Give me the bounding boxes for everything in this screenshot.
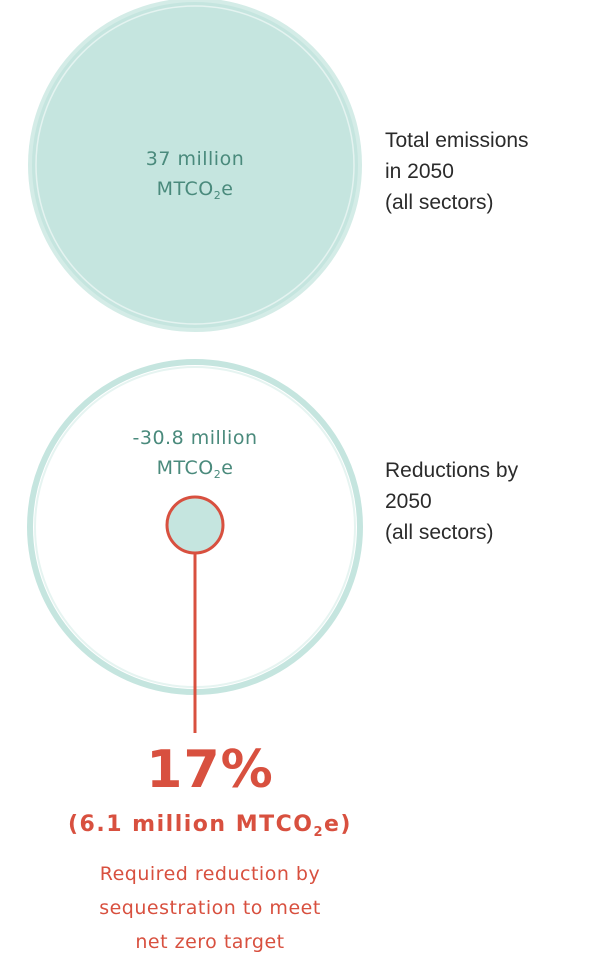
total-emissions-label-line: in 2050 bbox=[385, 160, 454, 183]
sequestration-circle bbox=[165, 495, 225, 555]
total-emissions-circle-inner-ring bbox=[35, 5, 355, 325]
sequestration-caption-line: Required reduction by bbox=[99, 863, 321, 885]
reductions-label-line: (all sectors) bbox=[385, 521, 494, 544]
reductions-label-line: Reductions by bbox=[385, 459, 519, 482]
sequestration-caption: Required reduction by sequestration to m… bbox=[0, 857, 420, 959]
total-emissions-amount: 37 million bbox=[145, 148, 245, 170]
reductions-value: -30.8 million MTCO2e bbox=[85, 423, 305, 483]
total-emissions-circle bbox=[28, 0, 362, 332]
sequestration-caption-line: net zero target bbox=[135, 931, 285, 953]
reductions-amount: -30.8 million bbox=[132, 427, 258, 449]
total-emissions-unit: MTCO2e bbox=[156, 178, 234, 202]
total-emissions-label-line: Total emissions bbox=[385, 129, 529, 152]
sequestration-percent: 17% bbox=[146, 740, 274, 800]
reductions-unit: MTCO2e bbox=[156, 457, 234, 481]
sequestration-caption-line: sequestration to meet bbox=[99, 897, 321, 919]
total-emissions-label: Total emissions in 2050 (all sectors) bbox=[385, 125, 529, 218]
reductions-label-line: 2050 bbox=[385, 490, 432, 513]
total-emissions-label-line: (all sectors) bbox=[385, 191, 494, 214]
sequestration-amount: (6.1 million MTCO2e) bbox=[68, 812, 352, 840]
reductions-label: Reductions by 2050 (all sectors) bbox=[385, 455, 518, 548]
total-emissions-value: 37 million MTCO2e bbox=[95, 144, 295, 204]
